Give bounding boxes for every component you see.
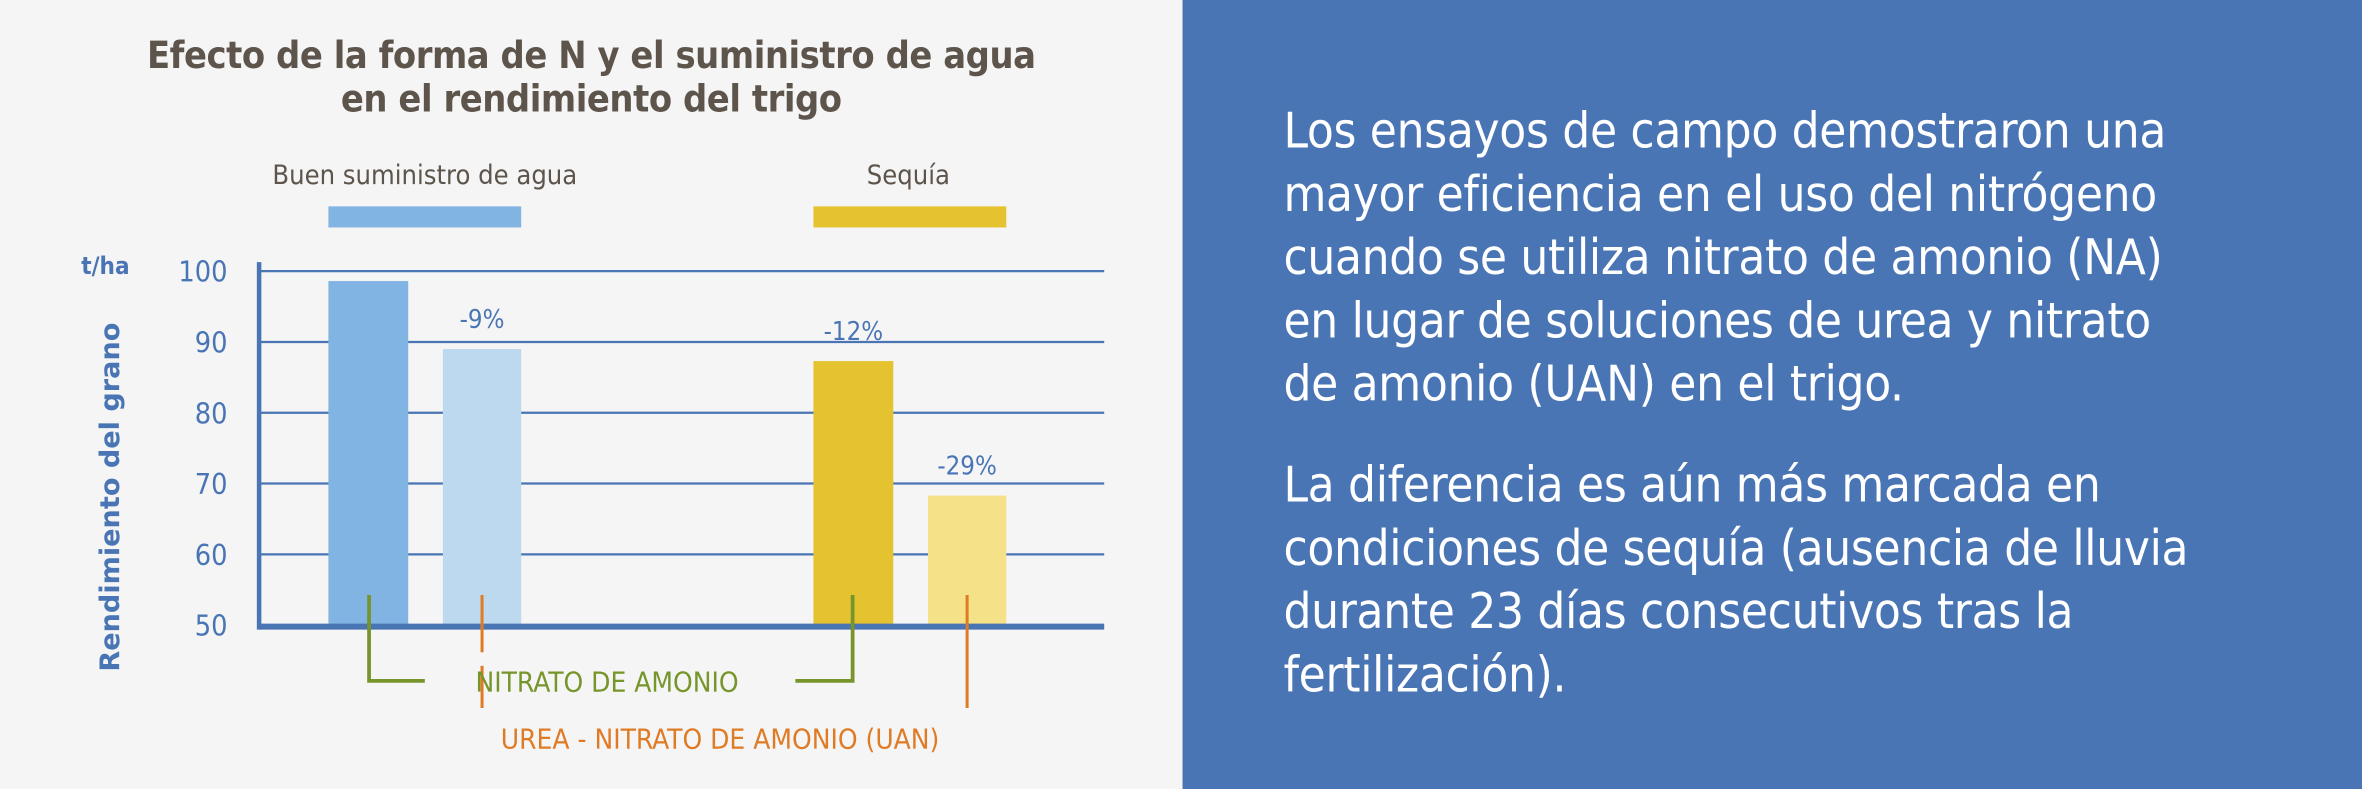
bar: [328, 281, 409, 626]
info-paragraph: Los ensayos de campo demostraron una mayo…: [1283, 99, 2166, 415]
info-line: condiciones de sequía (ausencia de lluvi…: [1283, 519, 2189, 577]
y-tick-label: 70: [195, 467, 228, 501]
info-panel: [1182, 0, 2362, 789]
bar-value-label: -29%: [937, 452, 997, 482]
info-paragraph: La diferencia es aún más marcada en condi…: [1283, 453, 2188, 706]
info-line: La diferencia es aún más marcada en: [1283, 456, 2101, 514]
bar: [813, 361, 894, 626]
an-series-label: NITRATO DE AMONIO: [476, 665, 739, 698]
info-line: fertilización).: [1283, 646, 1567, 704]
bar-chart: 50 60 70 80 90 100 t/ha Rendimiento del grano -9…: [81, 252, 1105, 756]
legend-label-drought: Sequía: [866, 159, 950, 192]
info-line: cuando se utiliza nitrato de amonio (NA): [1283, 228, 2163, 287]
info-line: durante 23 días consecutivos tras la: [1283, 582, 2074, 641]
an-connector-left: [367, 595, 425, 683]
y-tick-label: 100: [178, 255, 227, 289]
info-line: en lugar de soluciones de urea y nitrato: [1283, 292, 2151, 350]
bar-value-label: -12%: [824, 317, 884, 347]
y-tick-label: 80: [195, 396, 228, 430]
uan-series-label: UREA - NITRATO DE AMONIO (UAN): [501, 723, 940, 756]
legend-swatch-good-water: [328, 206, 522, 228]
chart-panel: Efecto de la forma de N y el suministro …: [0, 33, 1183, 756]
info-line: Los ensayos de campo demostraron una: [1283, 102, 2167, 160]
bar: [442, 349, 522, 626]
y-tick-label: 50: [195, 609, 228, 643]
info-line: mayor eficiencia en el uso del nitrógeno: [1283, 165, 2157, 223]
bar-value-label: -9%: [460, 305, 505, 335]
legend-label-good-water: Buen suministro de agua: [272, 159, 578, 192]
legend-swatch-drought: [813, 206, 1007, 228]
chart-title: Efecto de la forma de N y el suministro …: [0, 33, 1183, 120]
y-unit-label: t/ha: [81, 252, 129, 280]
info-line: de amonio (UAN) en el trigo.: [1283, 355, 1904, 413]
y-axis-label: Rendimiento del grano: [95, 323, 126, 672]
chart-title-line-2: en el rendimiento del trigo: [340, 76, 842, 121]
chart-title-line-1: Efecto de la forma de N y el suministro …: [146, 33, 1036, 77]
y-tick-label: 60: [195, 538, 228, 572]
an-connector-right: [795, 595, 855, 683]
y-tick-label: 90: [195, 325, 228, 359]
